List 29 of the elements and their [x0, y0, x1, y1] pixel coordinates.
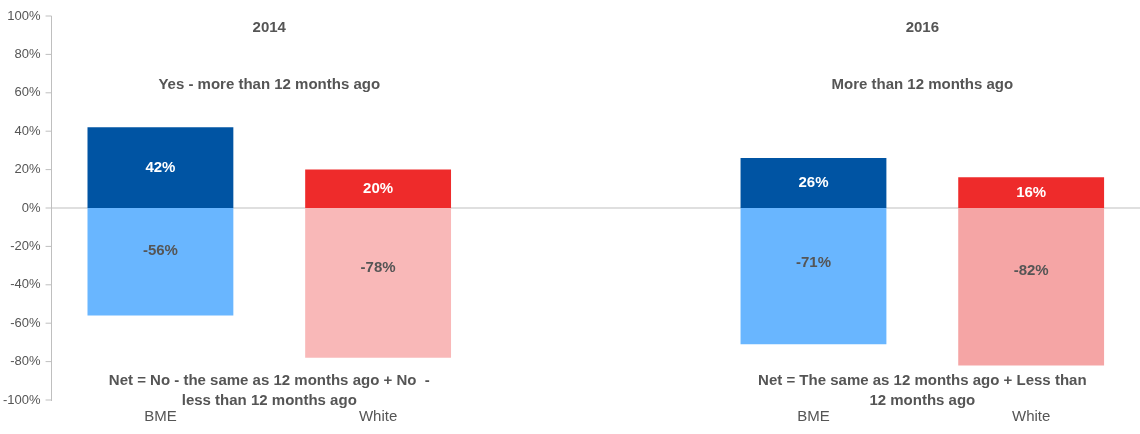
data-label: -56% [142, 241, 178, 259]
annotation: 2014 [252, 17, 287, 35]
y-tick-label: 100% [7, 7, 42, 23]
y-tick-label: -40% [10, 276, 42, 292]
data-label: -78% [360, 258, 396, 276]
annotation: Yes - more than 12 months ago [158, 75, 381, 93]
y-tick-label: 0% [21, 199, 42, 215]
data-label: 16% [1016, 182, 1047, 200]
x-tick-label: White [1011, 407, 1051, 425]
y-tick-label: 40% [14, 122, 42, 138]
y-tick-label: 20% [14, 161, 42, 177]
y-tick-label: 80% [14, 45, 42, 61]
x-tick-label: BME [144, 407, 177, 425]
data-label: -82% [1013, 261, 1049, 279]
y-tick-label: -100% [3, 391, 42, 407]
y-tick-label: -20% [10, 237, 42, 253]
annotation: Net = The same as 12 months ago + Less than 12 months ago [758, 370, 1087, 408]
y-tick-label: 60% [14, 84, 42, 100]
x-tick-label: White [358, 407, 398, 425]
data-label: -71% [795, 252, 831, 270]
data-label: 42% [145, 157, 176, 175]
annotation: Net = No - the same as 12 months ago + No - less than 12 months ago [108, 370, 430, 408]
y-tick-label: -60% [10, 314, 42, 330]
annotation: More than 12 months ago [831, 75, 1014, 93]
y-tick-label: -80% [10, 353, 42, 369]
data-label: 20% [363, 178, 394, 196]
x-tick-label: BME [797, 407, 830, 425]
annotation: 2016 [905, 17, 939, 35]
data-label: 26% [798, 173, 829, 191]
